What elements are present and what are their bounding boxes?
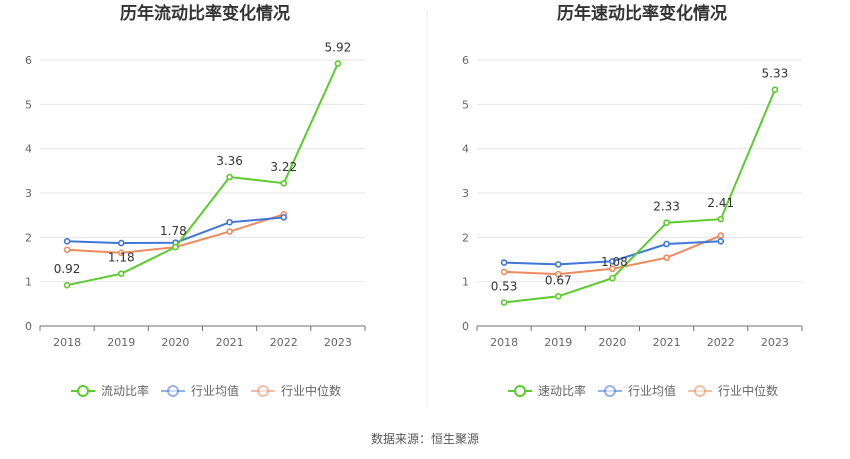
data-point [717, 232, 725, 239]
data-label: 3.36 [216, 154, 243, 168]
data-point [663, 219, 670, 227]
x-tick-label: 2022 [270, 336, 298, 349]
x-tick-label: 2023 [761, 336, 789, 349]
legend-symbol-marker [167, 385, 179, 397]
data-label: 0.53 [491, 280, 518, 294]
y-tick-label: 2 [462, 231, 469, 244]
legend-label: 行业中位数 [281, 383, 341, 398]
data-point [280, 179, 288, 187]
data-label: 2.41 [707, 196, 734, 210]
y-tick-label: 5 [25, 98, 32, 111]
data-point [226, 218, 233, 226]
y-tick-label: 0 [462, 320, 469, 333]
data-point [172, 243, 179, 251]
data-point [63, 246, 71, 254]
series-line [66, 63, 339, 287]
data-label: 0.67 [545, 273, 572, 287]
data-point [609, 265, 616, 273]
legend-label: 行业中位数 [718, 383, 778, 398]
data-point [63, 238, 71, 245]
data-point [717, 215, 725, 223]
x-tick-label: 2021 [653, 336, 681, 349]
x-tick-label: 2020 [598, 336, 626, 349]
x-tick-label: 2021 [216, 336, 244, 349]
data-point [609, 257, 616, 265]
data-label: 0.92 [54, 262, 81, 276]
data-label: 1.78 [160, 224, 187, 238]
y-tick-label: 6 [462, 54, 469, 67]
data-point [554, 292, 562, 300]
data-point [500, 268, 508, 276]
y-tick-label: 3 [25, 187, 32, 200]
data-point [609, 274, 616, 282]
data-point [554, 261, 562, 268]
y-tick-label: 1 [25, 276, 32, 289]
data-source: 数据来源：恒生聚源 [371, 431, 479, 446]
data-label: 5.33 [762, 67, 789, 81]
y-tick-label: 5 [462, 98, 469, 111]
data-label: 1.08 [601, 255, 628, 269]
y-tick-label: 0 [25, 320, 32, 333]
data-point [117, 249, 125, 257]
chart-title: 历年速动比率变化情况 [557, 3, 727, 24]
data-point [226, 228, 233, 235]
data-point [663, 240, 670, 248]
data-point [226, 173, 233, 181]
legend-label: 行业均值 [191, 383, 239, 398]
data-point [280, 214, 288, 221]
data-point [63, 281, 71, 289]
y-tick-label: 2 [25, 231, 32, 244]
legend-label: 速动比率 [538, 383, 586, 398]
data-point [500, 299, 508, 306]
data-label: 2.33 [653, 200, 680, 214]
y-tick-label: 1 [462, 276, 469, 289]
y-tick-label: 3 [462, 187, 469, 200]
y-tick-label: 4 [25, 143, 32, 156]
legend-symbol-marker [257, 385, 269, 397]
data-point [334, 60, 342, 67]
legend-label: 流动比率 [101, 383, 149, 398]
data-point [771, 86, 779, 94]
y-tick-label: 6 [25, 54, 32, 67]
legend-symbol-marker [694, 385, 706, 397]
data-label: 1.18 [108, 251, 135, 265]
chart-title: 历年流动比率变化情况 [120, 3, 290, 24]
x-tick-label: 2018 [490, 336, 518, 349]
legend-symbol-marker [604, 385, 616, 397]
data-label: 5.92 [325, 41, 352, 55]
x-tick-label: 2019 [544, 336, 572, 349]
x-tick-label: 2019 [107, 336, 135, 349]
x-tick-label: 2023 [324, 336, 352, 349]
x-tick-label: 2020 [161, 336, 189, 349]
data-label: 3.22 [270, 160, 297, 174]
x-tick-label: 2022 [707, 336, 735, 349]
series-line [503, 89, 776, 304]
x-tick-label: 2018 [53, 336, 81, 349]
data-point [117, 270, 125, 277]
data-point [500, 259, 508, 266]
legend-symbol-marker [77, 385, 89, 397]
data-point [717, 238, 725, 245]
legend-symbol-marker [514, 385, 526, 397]
data-point [117, 239, 125, 247]
data-point [554, 270, 562, 278]
data-point [663, 254, 670, 262]
y-tick-label: 4 [462, 143, 469, 156]
legend-label: 行业均值 [628, 383, 676, 398]
